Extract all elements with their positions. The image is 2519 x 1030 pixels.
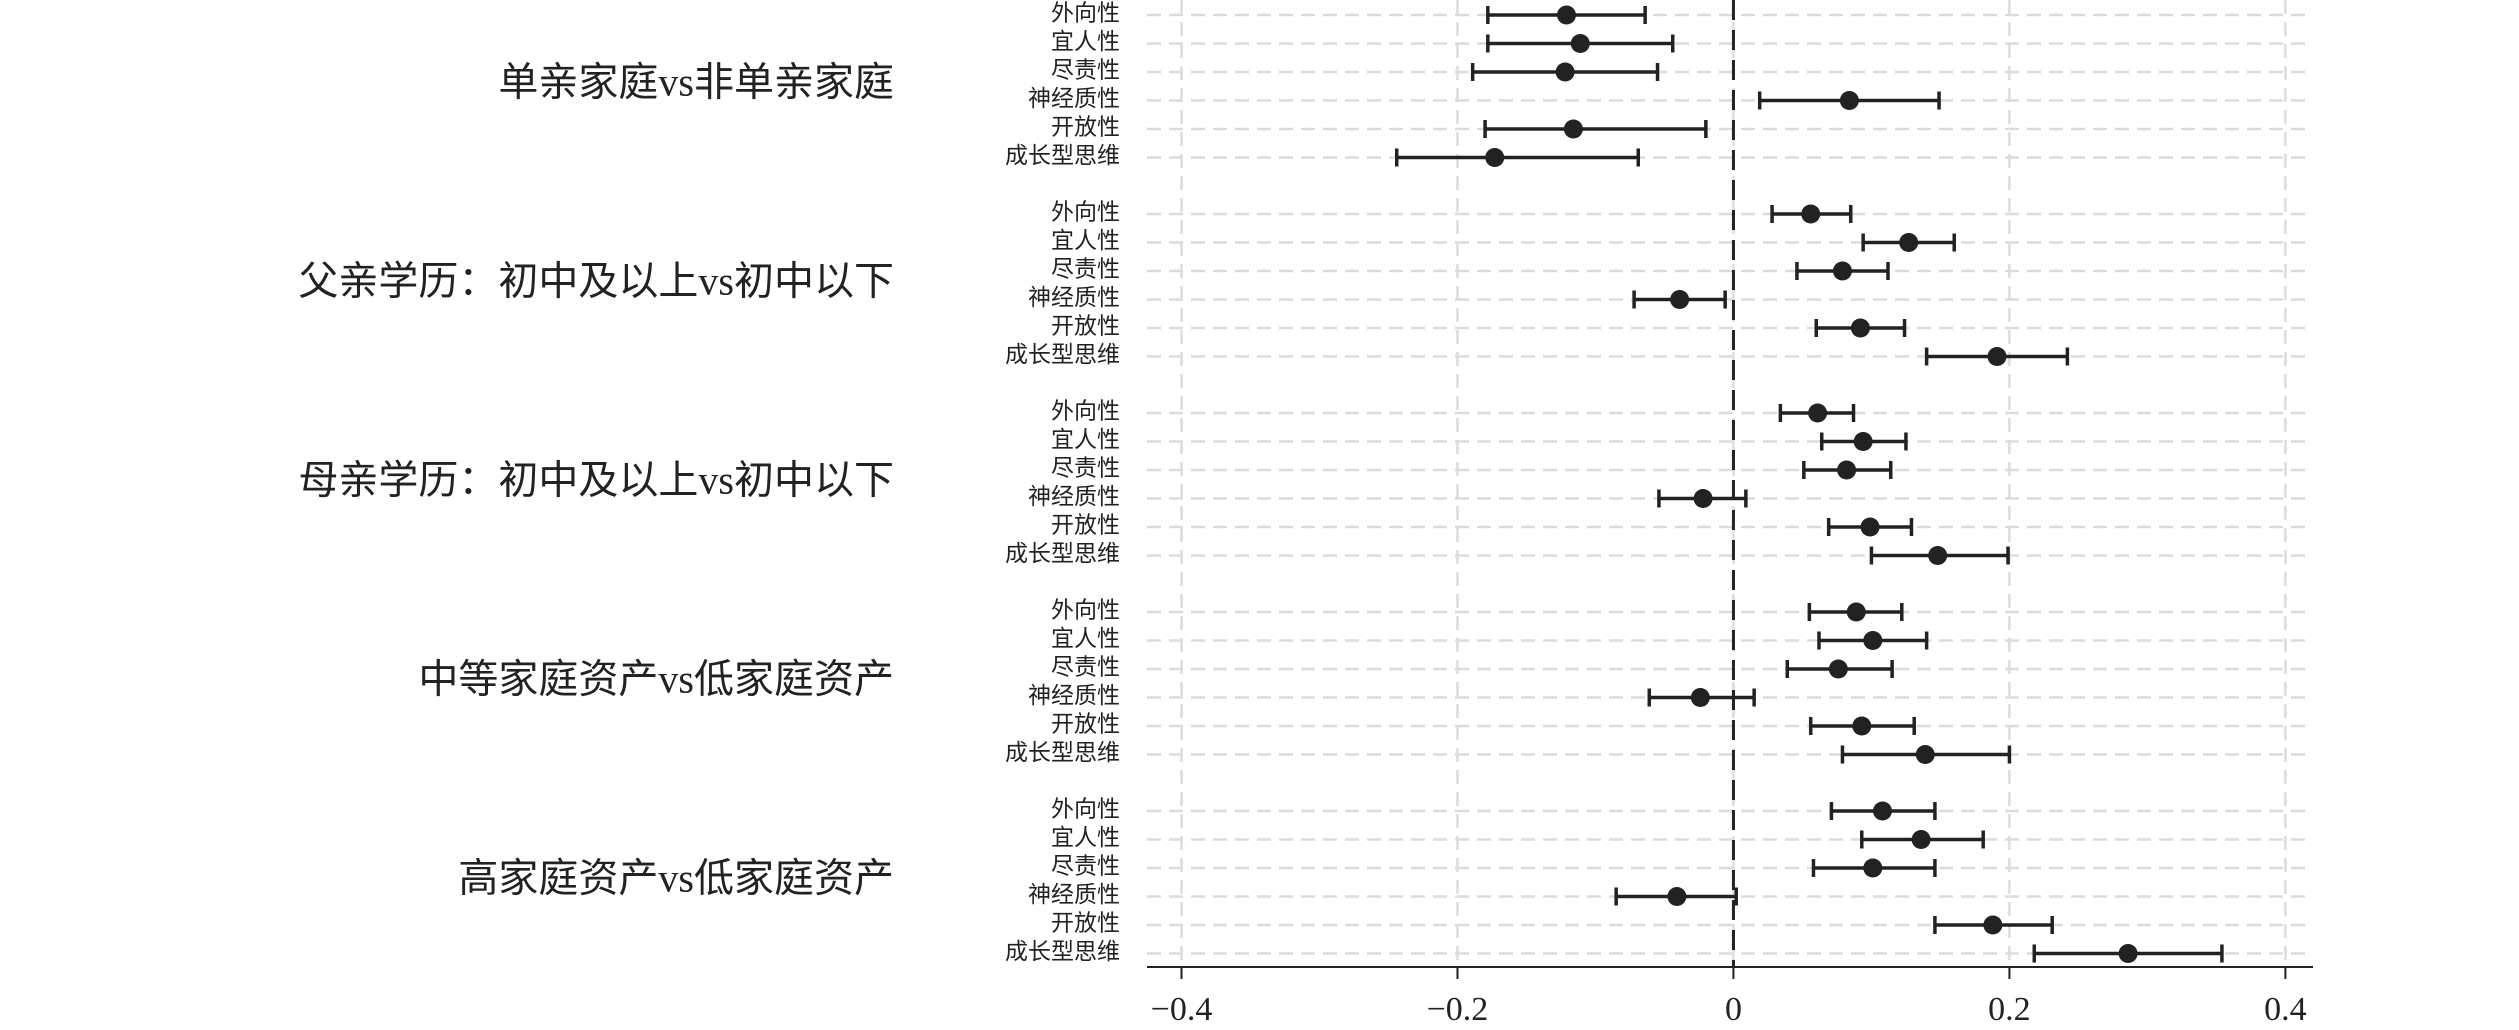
point xyxy=(1808,403,1828,423)
category-label: 开放性 xyxy=(1051,910,1120,935)
category-label: 外向性 xyxy=(1051,597,1120,622)
category-label: 神经质性 xyxy=(1028,484,1120,509)
point xyxy=(1899,233,1919,252)
x-tick-label: 0.2 xyxy=(1988,991,2031,1028)
category-label: 成长型思维 xyxy=(1005,143,1120,168)
point xyxy=(1850,318,1870,338)
group-label: 高家庭资产vs低家庭资产 xyxy=(458,855,894,900)
point xyxy=(1570,34,1590,53)
category-label: 外向性 xyxy=(1051,398,1120,423)
point xyxy=(1556,5,1576,25)
category-label: 宜人性 xyxy=(1051,29,1120,54)
category-label: 成长型思维 xyxy=(1005,541,1120,566)
point xyxy=(1485,148,1505,167)
point xyxy=(1911,830,1931,849)
category-label: 尽责性 xyxy=(1051,654,1120,679)
point xyxy=(1860,517,1880,537)
point xyxy=(1555,62,1575,82)
point xyxy=(1846,602,1866,622)
point xyxy=(1690,688,1710,707)
group-label: 父亲学历：初中及以上vs初中以下 xyxy=(298,258,894,303)
category-label: 神经质性 xyxy=(1028,285,1120,310)
point xyxy=(1837,460,1857,480)
point xyxy=(1563,119,1583,139)
point xyxy=(1801,204,1821,224)
point xyxy=(1852,716,1872,736)
point xyxy=(1983,915,2003,935)
group-label: 母亲学历：初中及以上vs初中以下 xyxy=(298,457,894,502)
point xyxy=(1828,659,1848,679)
category-label: 外向性 xyxy=(1051,796,1120,821)
category-label: 尽责性 xyxy=(1051,853,1120,878)
point xyxy=(1987,347,2007,366)
group-label: 中等家庭资产vs低家庭资产 xyxy=(418,656,894,701)
point xyxy=(1693,489,1713,508)
category-label: 成长型思维 xyxy=(1005,939,1120,964)
point xyxy=(1667,887,1687,906)
point xyxy=(1863,858,1883,878)
x-tick-label: −0.2 xyxy=(1427,991,1489,1028)
point xyxy=(2118,944,2138,963)
category-label: 尽责性 xyxy=(1051,57,1120,82)
group-label: 单亲家庭vs非单亲家庭 xyxy=(498,59,894,104)
category-label: 开放性 xyxy=(1051,114,1120,139)
category-label: 神经质性 xyxy=(1028,86,1120,111)
category-label: 宜人性 xyxy=(1051,228,1120,253)
category-label: 开放性 xyxy=(1051,512,1120,537)
category-label: 成长型思维 xyxy=(1005,342,1120,367)
point xyxy=(1670,290,1690,309)
point xyxy=(1832,261,1852,281)
x-tick-label: 0 xyxy=(1725,991,1742,1028)
category-label: 成长型思维 xyxy=(1005,740,1120,765)
category-label: 宜人性 xyxy=(1051,626,1120,651)
category-label: 宜人性 xyxy=(1051,427,1120,452)
category-label: 宜人性 xyxy=(1051,825,1120,850)
x-tick-label: −0.4 xyxy=(1151,991,1213,1028)
category-label: 开放性 xyxy=(1051,313,1120,338)
category-label: 外向性 xyxy=(1051,0,1120,25)
category-label: 神经质性 xyxy=(1028,683,1120,708)
x-tick-label: 0.4 xyxy=(2264,991,2307,1028)
category-label: 尽责性 xyxy=(1051,455,1120,480)
category-label: 外向性 xyxy=(1051,199,1120,224)
point xyxy=(1853,432,1873,451)
point xyxy=(1915,745,1935,764)
category-label: 尽责性 xyxy=(1051,256,1120,281)
category-label: 开放性 xyxy=(1051,711,1120,736)
category-label: 神经质性 xyxy=(1028,882,1120,907)
point xyxy=(1928,546,1948,565)
point xyxy=(1863,631,1883,650)
point xyxy=(1839,91,1859,110)
point xyxy=(1872,801,1892,821)
